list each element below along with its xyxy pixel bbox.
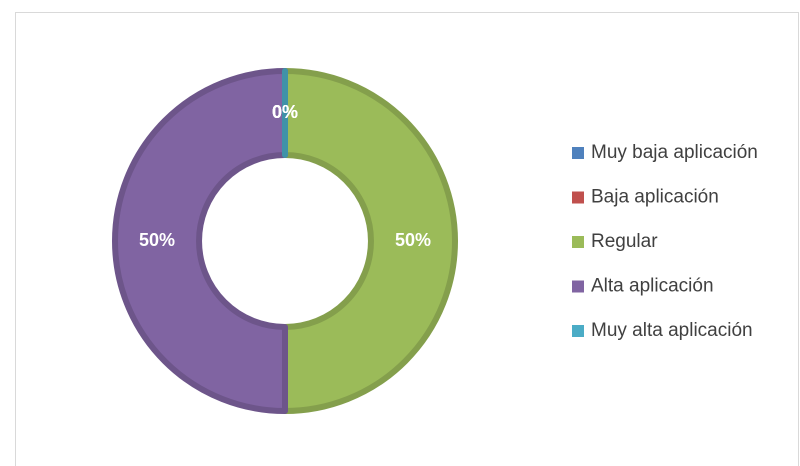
- legend-label: Alta aplicación: [591, 276, 714, 297]
- legend-label: Muy alta aplicación: [591, 320, 753, 341]
- data-label: 0%: [272, 102, 298, 122]
- legend-swatch: [572, 325, 584, 337]
- donut-slice: [112, 68, 288, 414]
- data-label: 50%: [139, 230, 175, 250]
- legend-label: Muy baja aplicación: [591, 142, 758, 163]
- data-label: 0%: [272, 102, 298, 122]
- legend-swatch: [572, 191, 584, 204]
- data-label: 50%: [395, 230, 431, 250]
- legend-swatch: [572, 280, 584, 293]
- data-label: 0%: [272, 102, 298, 122]
- legend-swatch: [572, 147, 584, 159]
- legend-swatch: [572, 236, 584, 248]
- donut-slice: [282, 68, 458, 414]
- legend-label: Regular: [591, 231, 658, 252]
- legend-label: Baja aplicación: [591, 187, 719, 208]
